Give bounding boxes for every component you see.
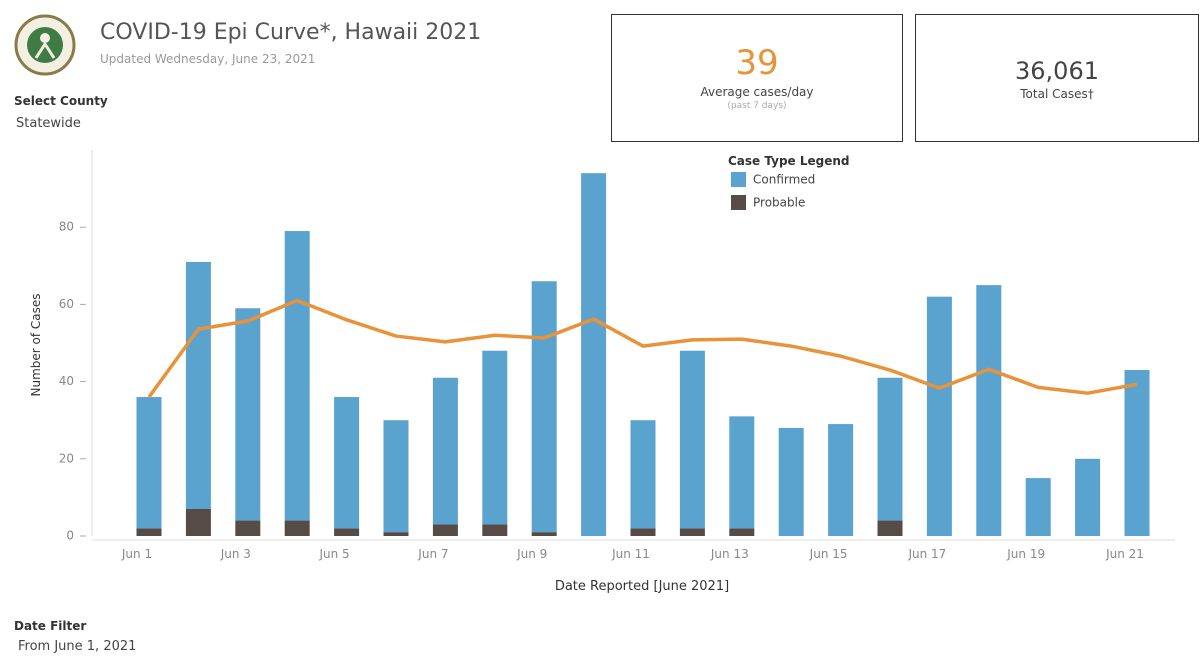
bar-segment (926, 296, 952, 536)
bar-segment (531, 281, 557, 533)
bar-segment (778, 427, 804, 536)
county-filter-value[interactable]: Statewide (16, 116, 81, 131)
bar-segment (482, 524, 508, 536)
bar-segment (679, 528, 705, 536)
x-tick-label: Jun 19 (1006, 547, 1045, 561)
bar-segment (185, 261, 211, 509)
bar-segment (432, 524, 458, 536)
bar-segment (383, 532, 409, 536)
bar-segment (976, 285, 1002, 536)
x-tick-label: Jun 13 (710, 547, 749, 561)
kpi-value: 36,061 (1015, 57, 1099, 85)
bar-segment (284, 231, 310, 521)
bar-segment (828, 424, 854, 536)
kpi-card: 36,061 Total Cases† (915, 14, 1199, 142)
y-tick-label: 40 (59, 374, 74, 388)
legend-swatch (731, 195, 746, 210)
bar-segment (482, 350, 508, 525)
x-tick-label: Jun 17 (907, 547, 946, 561)
kpi-note: (past 7 days) (727, 101, 787, 111)
x-tick-label: Jun 15 (809, 547, 848, 561)
legend-swatch (731, 172, 746, 187)
kpi-label: Total Cases† (1020, 87, 1094, 101)
legend-label: Probable (753, 196, 805, 210)
bar-segment (729, 416, 755, 529)
x-tick-label: Jun 1 (121, 547, 152, 561)
bar-segment (235, 520, 261, 536)
bar-segment (531, 532, 557, 536)
bar-segment (630, 420, 656, 529)
bar-segment (1025, 478, 1051, 536)
kpi-label: Average cases/day (700, 85, 814, 99)
county-filter-label: Select County (14, 94, 108, 108)
y-tick-label: 60 (59, 297, 74, 311)
x-tick-label: Jun 11 (611, 547, 650, 561)
y-tick-label: 20 (59, 451, 74, 465)
bar-segment (1075, 458, 1101, 536)
x-tick-label: Jun 9 (516, 547, 547, 561)
chart: Number of Cases Date Reported [June 2021… (29, 150, 1175, 594)
bar-segment (235, 308, 261, 521)
bar-segment (877, 377, 903, 521)
y-axis-label: Number of Cases (29, 293, 43, 396)
bar-segment (136, 397, 162, 529)
bar-segment (334, 397, 360, 529)
logo (14, 14, 76, 76)
bar-segment (1124, 370, 1150, 536)
bar-segment (729, 528, 755, 536)
kpi-value: 39 (735, 43, 779, 83)
x-axis-label: Date Reported [June 2021] (555, 579, 729, 594)
x-tick-label: Jun 3 (220, 547, 251, 561)
bar-segment (679, 350, 705, 529)
legend-label: Confirmed (753, 173, 815, 187)
bar-segment (334, 528, 360, 536)
kpi-card: 39 Average cases/day (past 7 days) (611, 14, 903, 142)
average-line (147, 298, 1138, 399)
bar-segment (284, 520, 310, 536)
legend-title: Case Type Legend (728, 154, 850, 168)
bar-segment (581, 173, 607, 536)
date-filter-label: Date Filter (14, 619, 87, 633)
bar-segment (185, 508, 211, 536)
title: COVID-19 Epi Curve*, Hawaii 2021 (100, 20, 482, 45)
bar-segment (383, 420, 409, 533)
x-tick-label: Jun 7 (417, 547, 448, 561)
date-filter-value[interactable]: From June 1, 2021 (18, 639, 137, 654)
bar-segment (136, 528, 162, 536)
x-tick-label: Jun 21 (1105, 547, 1144, 561)
bar-segment (877, 520, 903, 536)
y-tick-label: 0 (66, 529, 74, 543)
x-tick-label: Jun 5 (318, 547, 349, 561)
bar-segment (630, 528, 656, 536)
subtitle: Updated Wednesday, June 23, 2021 (100, 52, 316, 66)
bar-segment (432, 377, 458, 525)
y-tick-label: 80 (59, 220, 74, 234)
